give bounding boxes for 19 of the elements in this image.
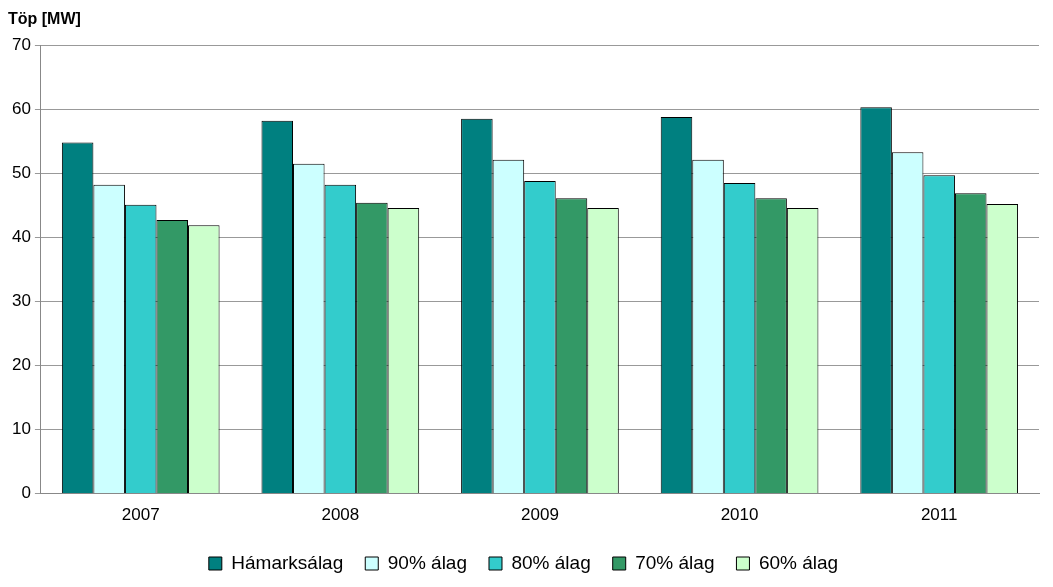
- x-tick-label: 2009: [521, 505, 559, 525]
- legend-label: 60% álag: [758, 551, 839, 573]
- y-tick-label: 30: [11, 291, 31, 311]
- y-tick-label: 70: [11, 34, 31, 54]
- y-tick-label: 10: [11, 419, 31, 439]
- y-tick-label: 0: [21, 483, 31, 503]
- x-tick-label: 2011: [920, 505, 958, 525]
- x-tick-label: 2008: [321, 505, 360, 525]
- legend-label: 80% álag: [511, 551, 591, 573]
- legend-label: 90% álag: [387, 551, 467, 573]
- y-axis-title: Töp [MW]: [8, 10, 81, 28]
- legend-label: 70% álag: [635, 551, 715, 573]
- y-tick-label: 50: [11, 163, 31, 182]
- x-tick-label: 2010: [720, 505, 759, 525]
- y-tick-label: 20: [11, 355, 31, 375]
- y-tick-label: 60: [11, 98, 31, 118]
- x-tick-label: 2007: [121, 505, 160, 525]
- legend-label: Hámarksálag: [231, 551, 344, 573]
- y-tick-label: 40: [11, 227, 31, 247]
